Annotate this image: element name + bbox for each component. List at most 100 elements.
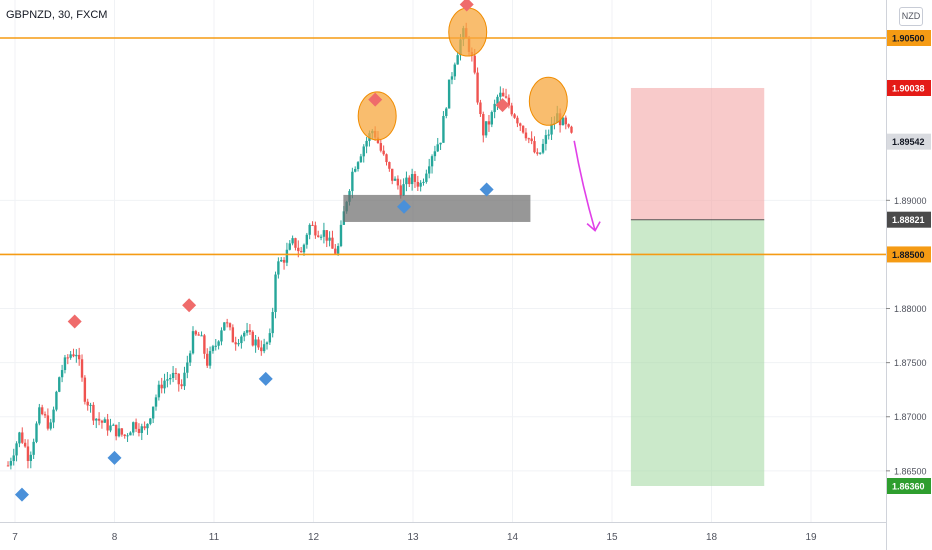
candle-body: [490, 112, 494, 125]
candle-body: [9, 461, 13, 466]
candle-body: [38, 407, 41, 424]
candle-body: [524, 132, 528, 139]
candle-body: [60, 370, 64, 378]
candle-body: [129, 432, 132, 436]
stop-loss-zone: [630, 87, 765, 220]
time-tick-label: 18: [706, 532, 718, 543]
candle-body: [217, 341, 220, 346]
candle-body: [214, 345, 217, 347]
candle-body: [533, 141, 536, 153]
candle-body: [408, 177, 411, 185]
candle-body: [154, 397, 158, 407]
candle-body: [58, 377, 61, 392]
swing-low-marker: [479, 182, 494, 197]
candle-body: [476, 72, 479, 103]
swing-low-marker: [397, 199, 412, 214]
candle-body: [447, 79, 451, 109]
candle-body: [103, 419, 106, 423]
candle-body: [430, 156, 434, 167]
candle-body: [257, 339, 260, 348]
candle-body: [439, 142, 442, 145]
candle-body: [200, 335, 203, 337]
candle-body: [220, 330, 223, 342]
candle-body: [365, 140, 368, 147]
candle-body: [186, 362, 189, 373]
candle-body: [294, 238, 297, 248]
projection-arrow: [573, 140, 596, 231]
candle-body: [6, 465, 10, 467]
candle-body: [510, 105, 513, 115]
candle-body: [35, 423, 38, 442]
candle-body: [482, 114, 485, 136]
candle-body: [46, 415, 50, 429]
candle-body: [280, 259, 283, 262]
time-tick-label: 14: [507, 532, 519, 543]
candle-body: [416, 181, 420, 187]
candle-body: [499, 92, 502, 97]
price-label-box: [887, 478, 931, 494]
candle-body: [117, 428, 121, 437]
candle-body: [157, 384, 161, 398]
candle-body: [271, 312, 274, 334]
price-tick-label: 1.87500: [894, 358, 927, 368]
candle-body: [265, 342, 269, 345]
candle-body: [95, 418, 98, 421]
price-tick-label: 1.88000: [894, 304, 927, 314]
candle-body: [385, 154, 388, 163]
candle-body: [317, 235, 320, 237]
candle-body: [311, 224, 314, 226]
candle-body: [174, 372, 178, 374]
candle-body: [456, 55, 459, 65]
candle-body: [473, 55, 476, 73]
candle-body: [450, 76, 454, 80]
candle-body: [171, 372, 175, 379]
swing-high-marker: [368, 92, 383, 107]
time-tick-label: 7: [12, 532, 18, 543]
candle-body: [425, 173, 428, 182]
candle-body: [445, 108, 448, 117]
take-profit-zone: [630, 219, 765, 486]
candle-body: [567, 124, 570, 127]
candle-body: [123, 434, 126, 437]
candle-body: [109, 425, 112, 431]
candle-body: [169, 378, 172, 380]
candle-body: [285, 249, 289, 263]
candle-body: [203, 335, 206, 354]
candle-body: [243, 332, 246, 337]
candle-body: [519, 123, 522, 126]
candle-body: [225, 322, 229, 324]
candle-body: [379, 143, 383, 151]
candle-body: [245, 330, 249, 333]
candle-body: [23, 442, 27, 447]
candle-body: [248, 330, 252, 332]
currency-button[interactable]: NZD: [899, 7, 923, 26]
candle-body: [206, 353, 209, 366]
price-label: 1.88821: [892, 215, 925, 225]
candle-body: [547, 134, 550, 136]
candle-body: [413, 174, 417, 182]
candle-body: [262, 344, 266, 352]
candle-body: [339, 224, 343, 247]
support-zone: [343, 194, 531, 222]
candle-body: [299, 251, 303, 253]
candle-body: [351, 171, 354, 192]
candle-body: [493, 103, 496, 113]
candle-body: [132, 422, 135, 433]
price-label-box: [887, 211, 931, 228]
candle-body: [18, 432, 21, 444]
candle-body: [89, 404, 92, 406]
candle-body: [297, 247, 300, 252]
swing-low-marker: [258, 371, 273, 386]
candle-body: [134, 422, 138, 429]
price-label: 1.90500: [892, 34, 925, 44]
candle-body: [422, 181, 425, 183]
candle-body: [194, 331, 198, 335]
candle-body: [319, 236, 323, 238]
candle-body: [274, 274, 277, 313]
candle-body: [334, 248, 337, 254]
candle-body: [496, 96, 499, 104]
time-tick-label: 12: [308, 532, 320, 543]
candle-body: [501, 92, 505, 97]
